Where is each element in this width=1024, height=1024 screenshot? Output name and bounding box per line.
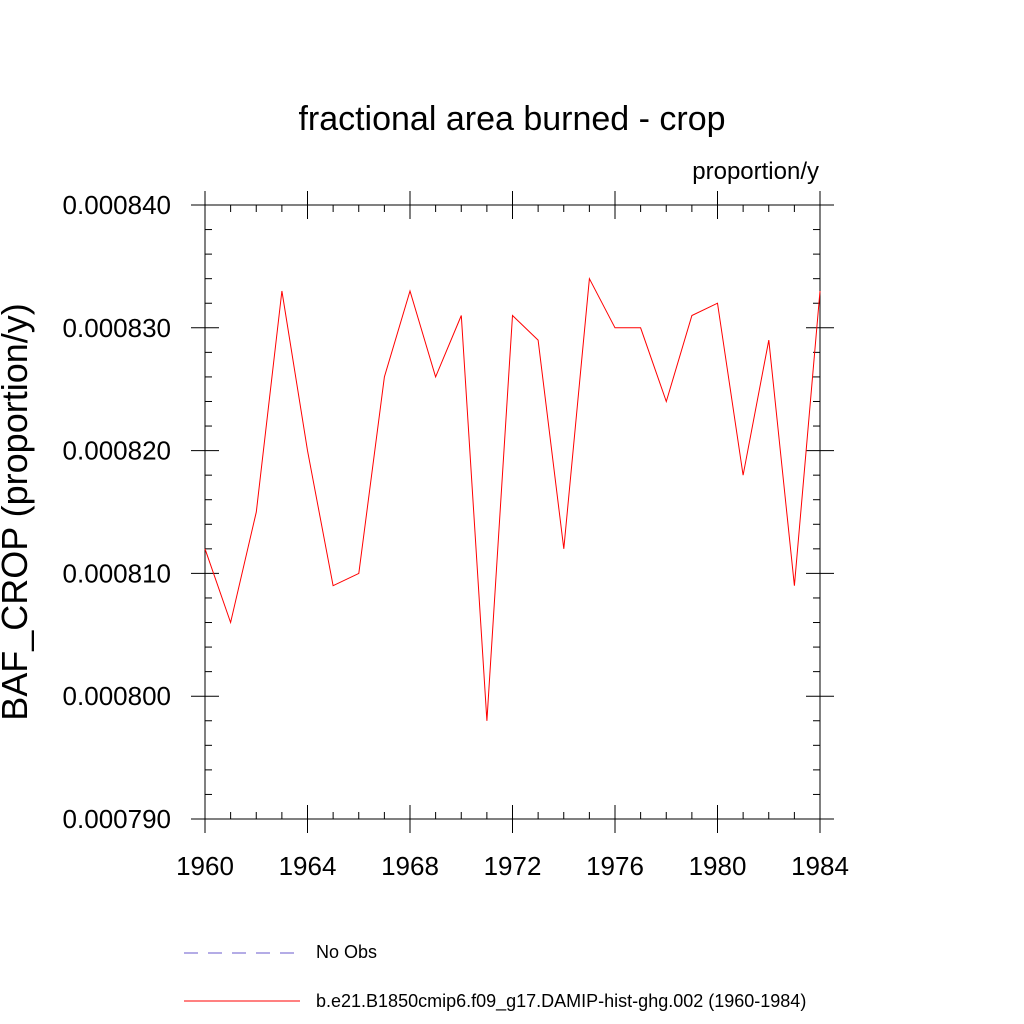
x-tick-label: 1964 — [279, 851, 337, 881]
y-tick-label: 0.000840 — [63, 190, 171, 220]
legend-label-model-run: b.e21.B1850cmip6.f09_g17.DAMIP-hist-ghg.… — [316, 991, 807, 1011]
x-tick-label: 1976 — [586, 851, 644, 881]
y-tick-label: 0.000820 — [63, 436, 171, 466]
x-tick-label: 1972 — [484, 851, 542, 881]
plot-frame — [204, 204, 821, 820]
legend-label-no-obs: No Obs — [316, 942, 378, 962]
x-tick-label: 1968 — [381, 851, 439, 881]
series-line — [204, 276, 821, 721]
y-tick-label: 0.000830 — [63, 313, 171, 343]
x-tick-label: 1984 — [791, 851, 849, 881]
legend — [184, 952, 300, 1002]
y-tick-label: 0.000800 — [63, 681, 171, 711]
y-tick-label: 0.000810 — [63, 558, 171, 588]
chart-title: fractional area burned - crop — [298, 100, 726, 138]
y-tick-label: 0.000790 — [63, 804, 171, 834]
series-lines — [204, 276, 821, 721]
x-tick-label: 1980 — [689, 851, 747, 881]
axis-ticks: 1960 1964 1968 1972 1976 1980 1984 0.000790 0.00… — [63, 190, 849, 881]
x-tick-label: 1960 — [176, 851, 234, 881]
units-label: proportion/y — [692, 158, 819, 185]
